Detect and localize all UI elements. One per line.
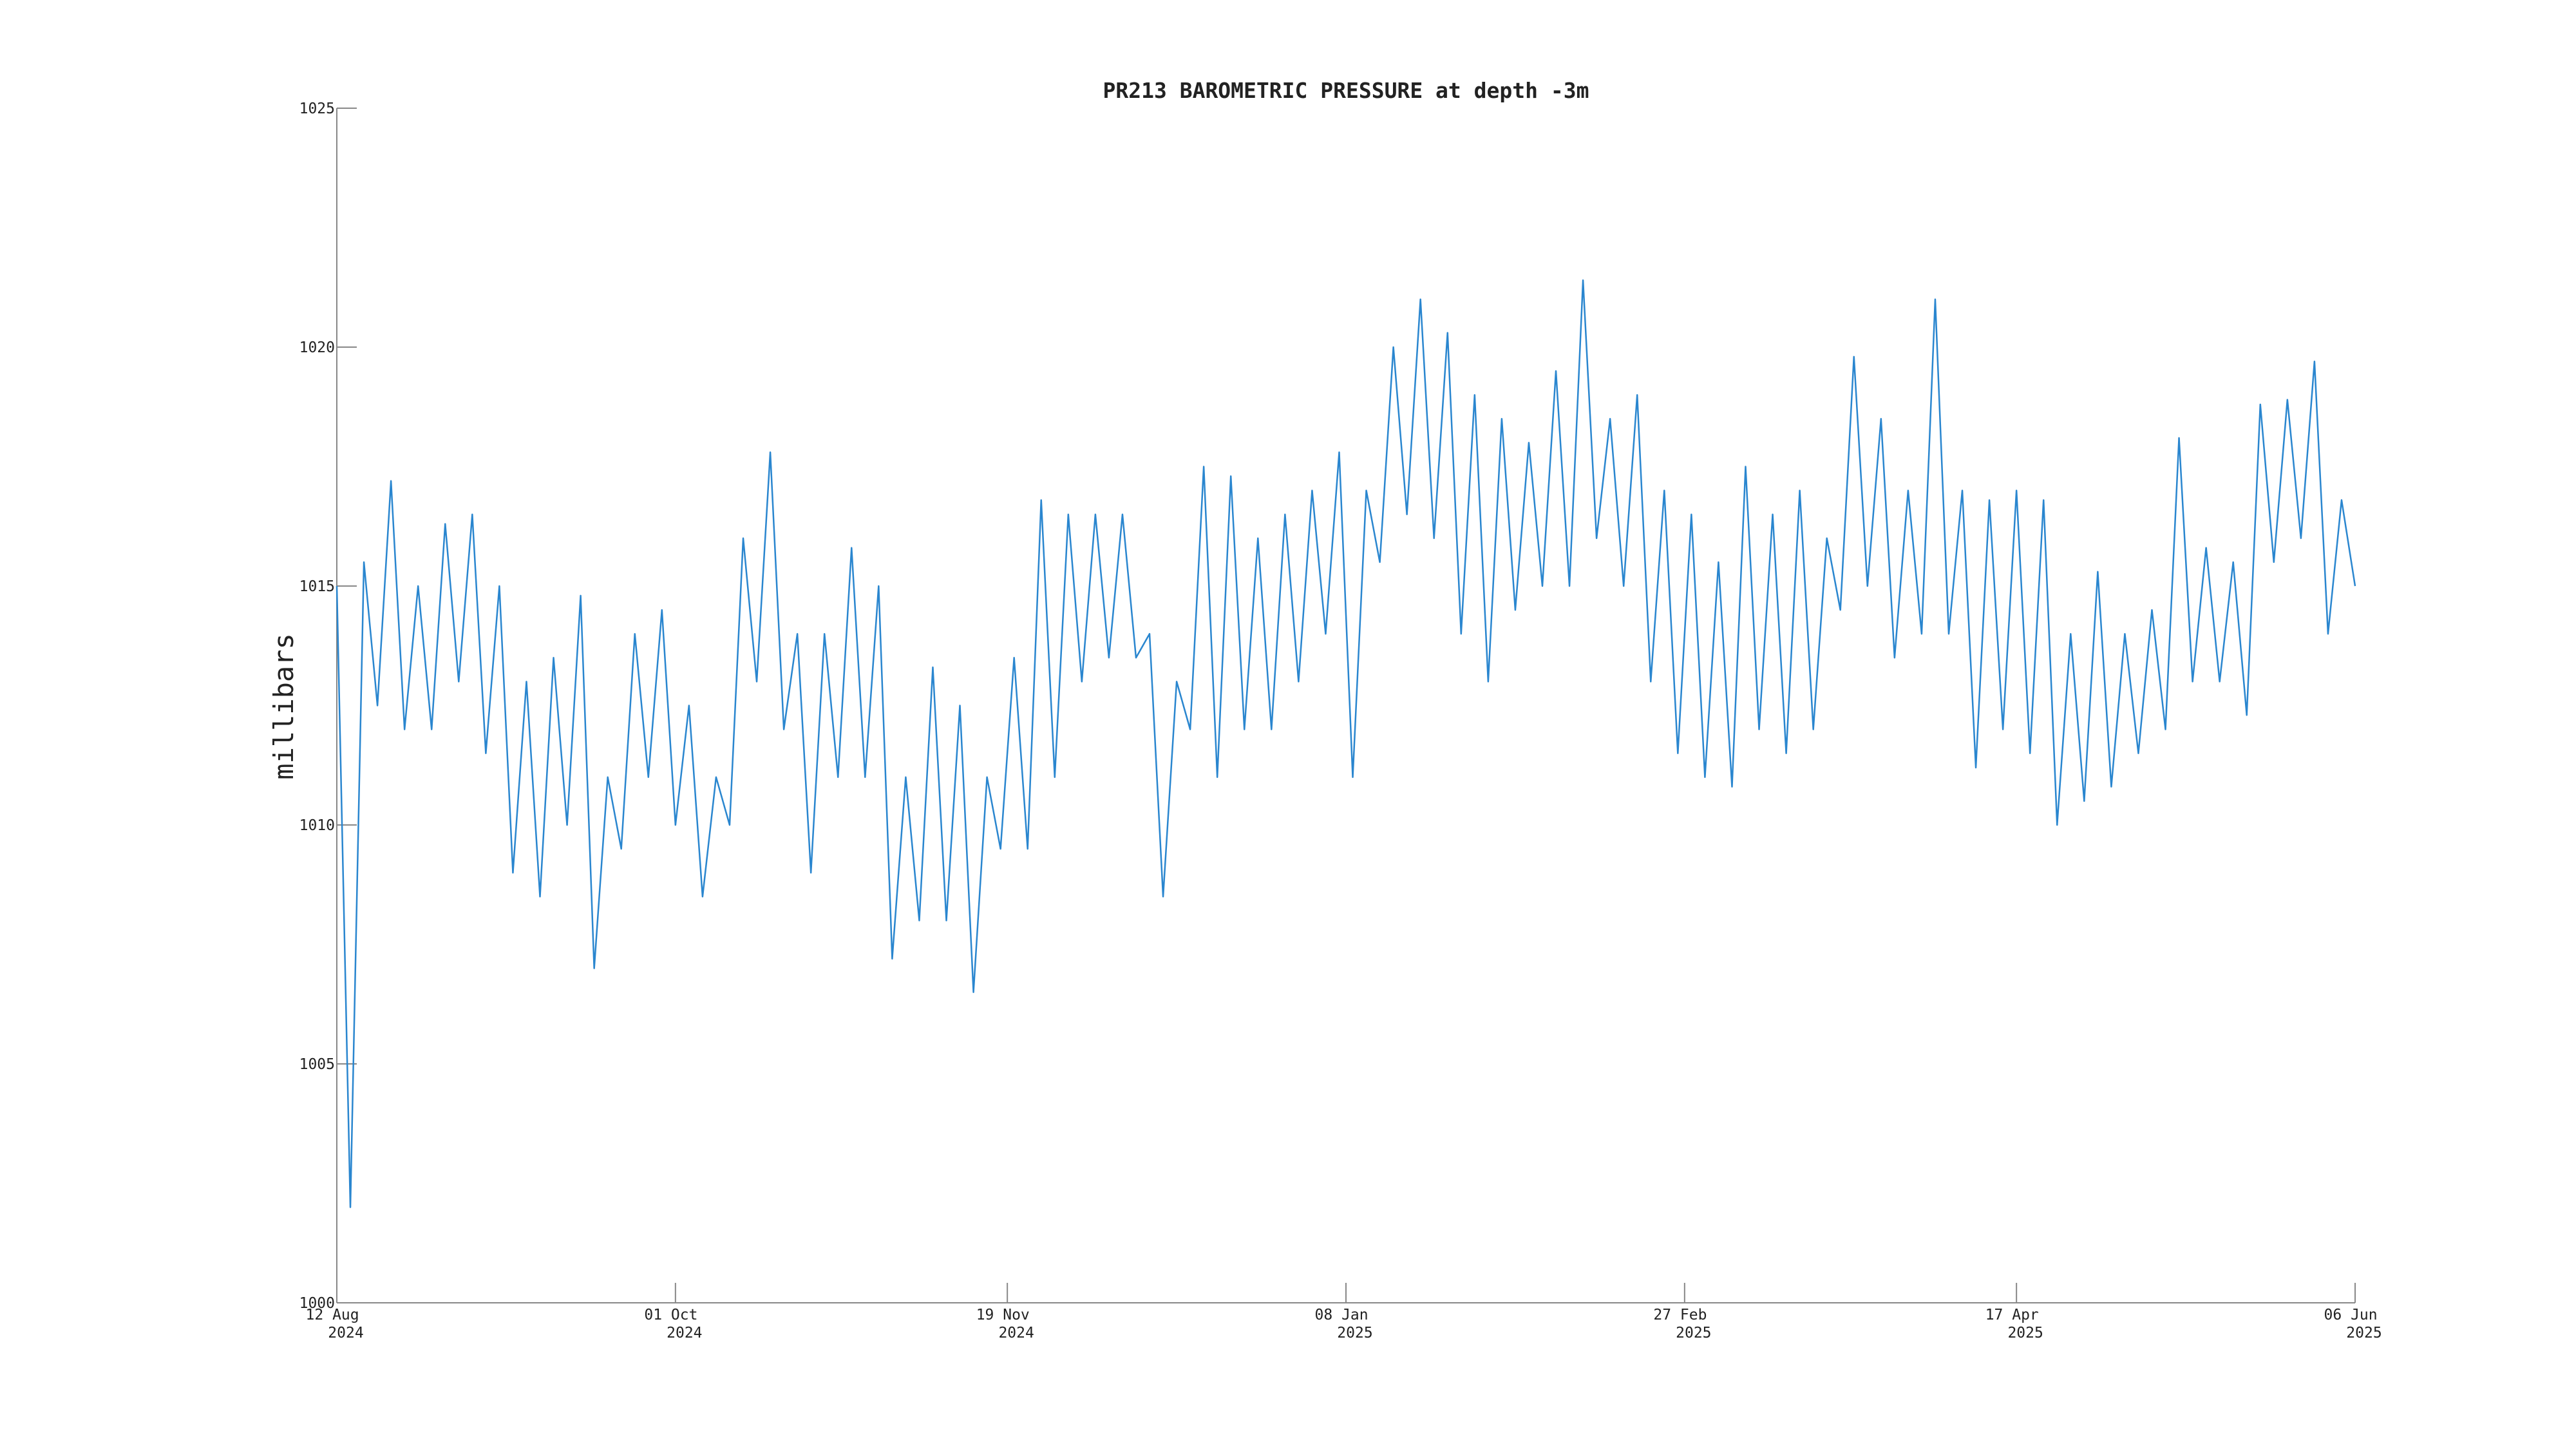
x-tick-label: 17 Apr 2025 (1985, 1307, 2048, 1341)
x-tick-label: 27 Feb 2025 (1653, 1307, 1716, 1341)
x-tick-label: 08 Jan 2025 (1315, 1307, 1378, 1341)
x-tick-label: 19 Nov 2024 (976, 1307, 1039, 1341)
y-tick-label: 1005 (299, 1056, 335, 1073)
y-tick-label: 1015 (299, 578, 335, 595)
y-tick-label: 1000 (299, 1295, 335, 1312)
x-tick-label: 06 Jun 2025 (2324, 1307, 2387, 1341)
x-tick-label: 12 Aug 2024 (306, 1307, 368, 1341)
y-axis-label: millibars (268, 633, 299, 780)
y-tick-label: 1020 (299, 339, 335, 356)
chart-title: PR213 BAROMETRIC PRESSURE at depth -3m (1103, 78, 1589, 103)
y-tick-label: 1025 (299, 100, 335, 117)
y-tick-label: 1010 (299, 817, 335, 834)
x-tick-label: 01 Oct 2024 (644, 1307, 706, 1341)
data-line (336, 279, 2356, 1208)
